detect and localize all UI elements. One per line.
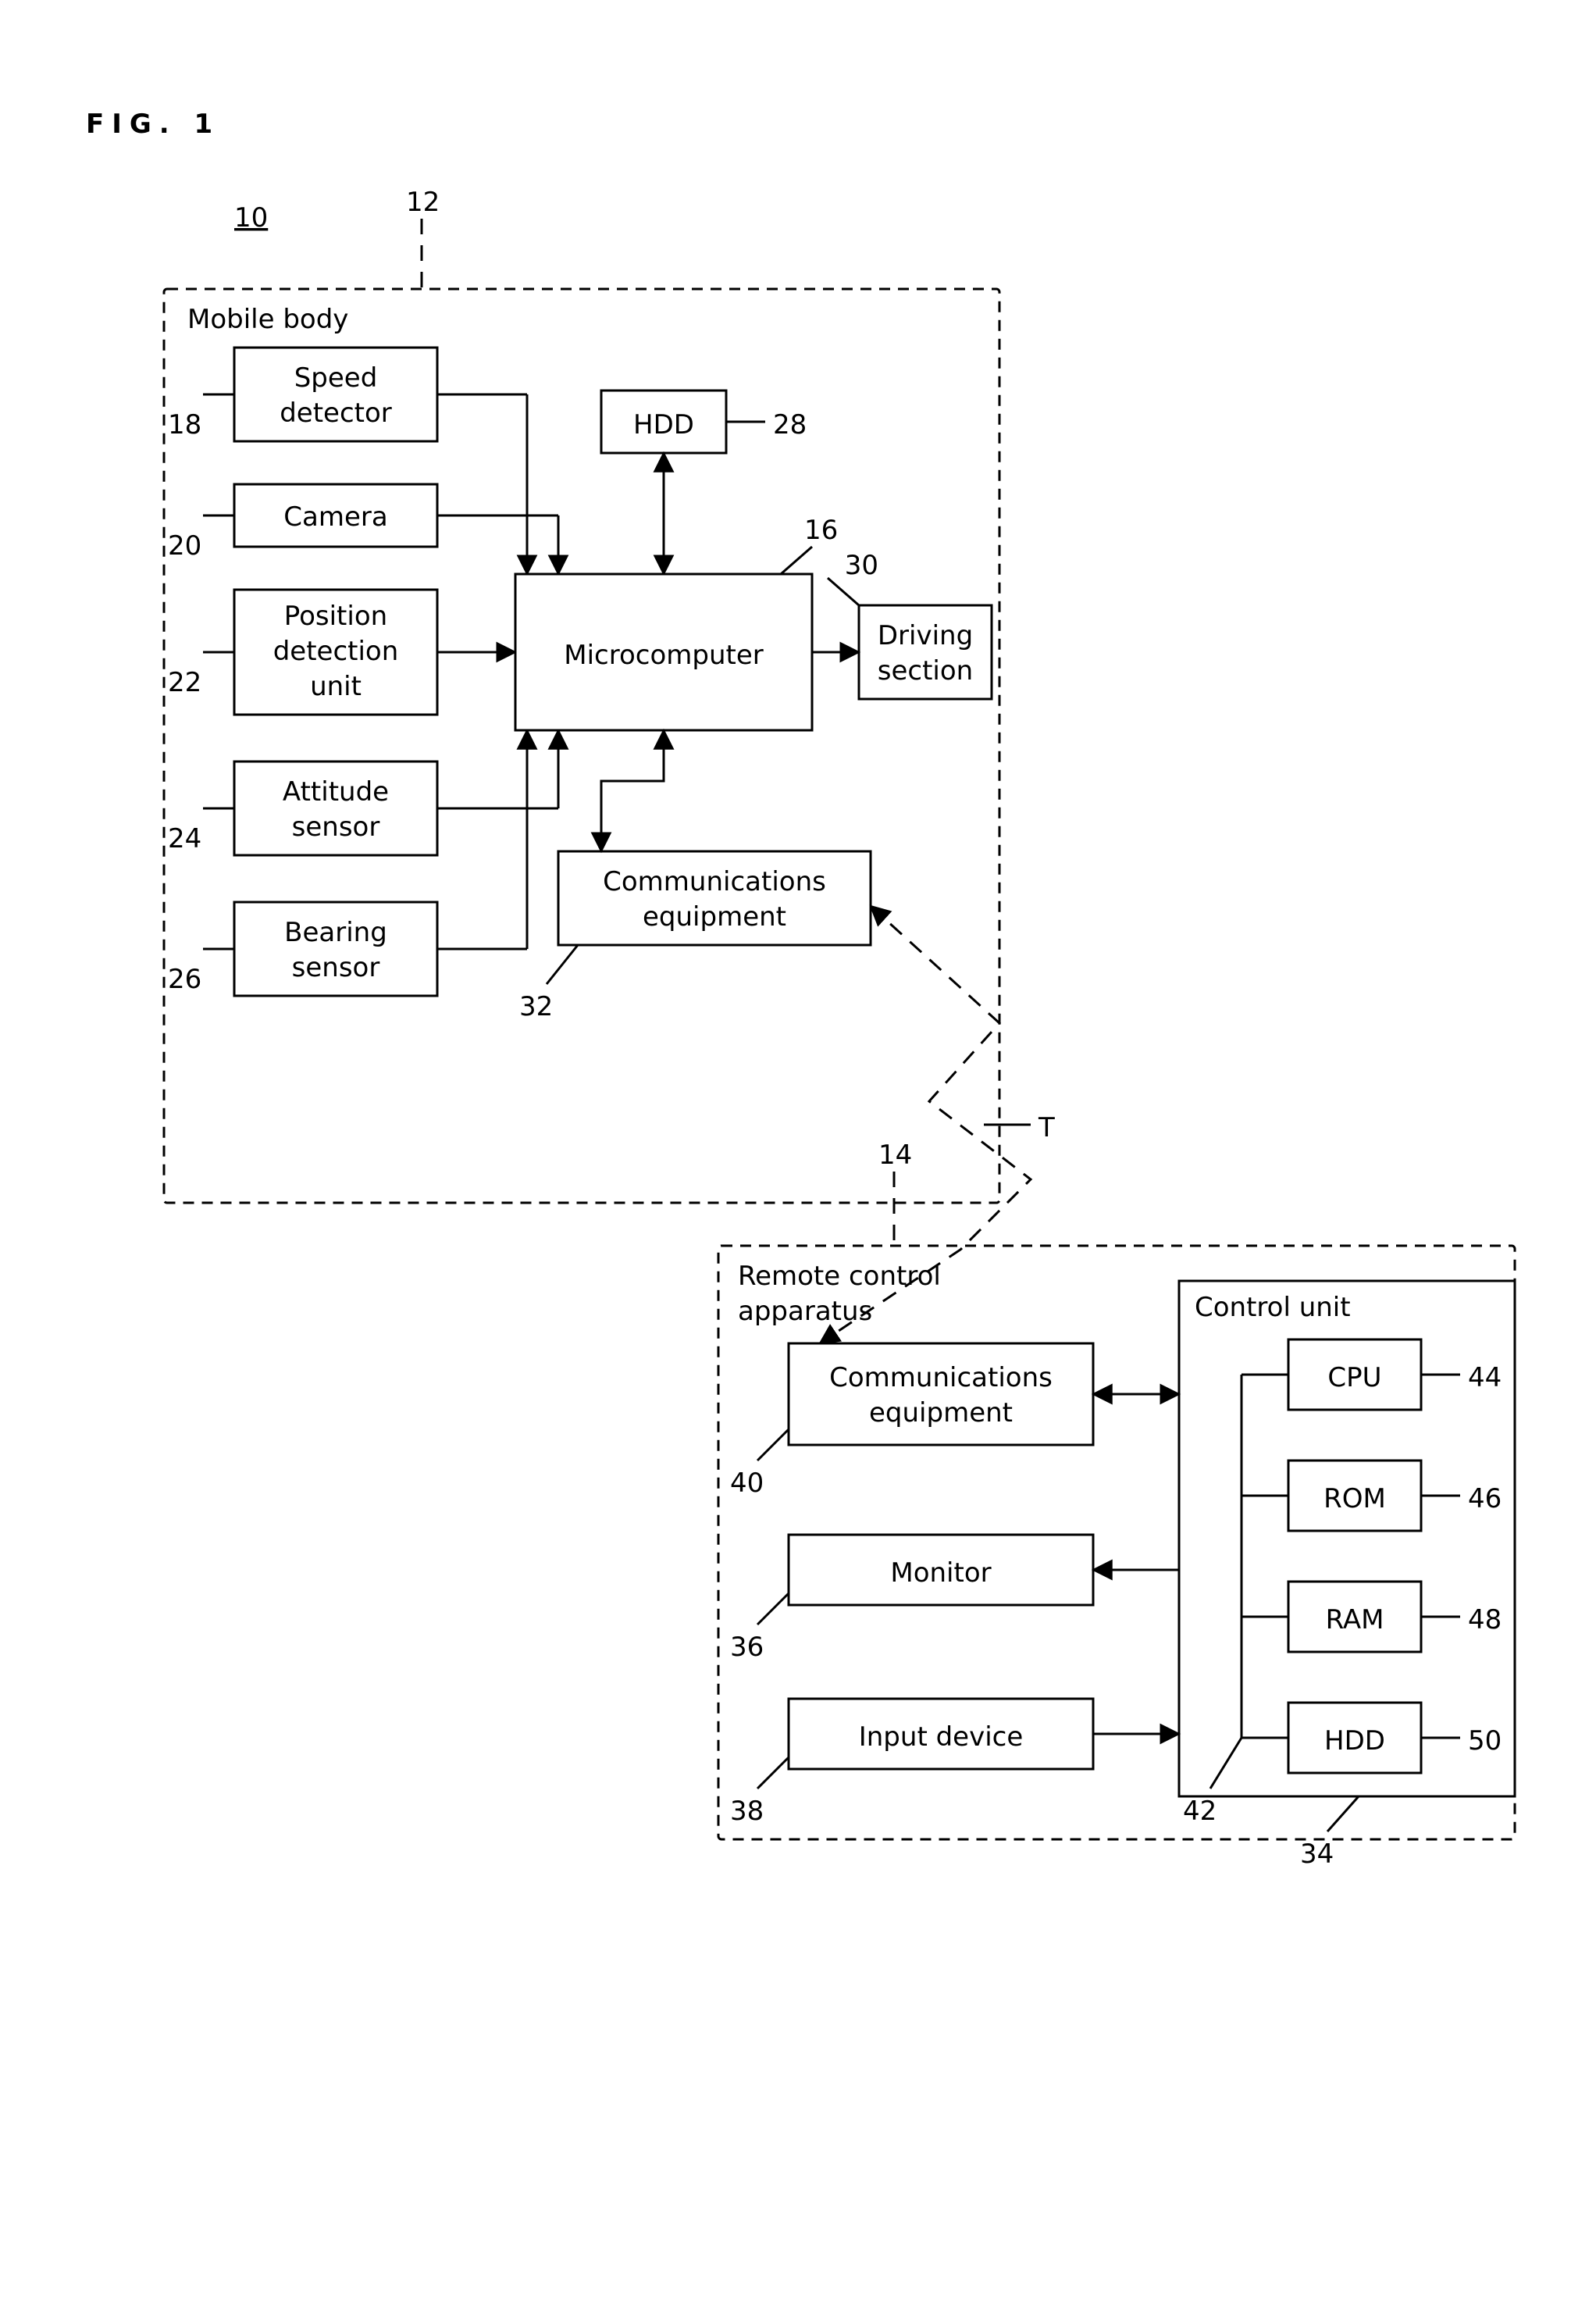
comm-remote-l2: equipment <box>869 1397 1013 1428</box>
camera-label: Camera <box>283 501 387 533</box>
ref-38: 38 <box>730 1796 764 1827</box>
leader-16 <box>781 547 812 574</box>
driving-l2: section <box>878 655 973 687</box>
ref-30: 30 <box>845 550 878 581</box>
attitude-l1: Attitude <box>283 776 389 808</box>
leader-36 <box>757 1593 789 1625</box>
ref-36: 36 <box>730 1632 764 1663</box>
ref-50: 50 <box>1468 1725 1502 1757</box>
remote-label2: apparatus <box>738 1296 872 1327</box>
wire-comm-mobile <box>601 730 664 851</box>
ref-12: 12 <box>406 187 440 218</box>
ref-24: 24 <box>168 823 201 854</box>
ref-16: 16 <box>804 515 838 546</box>
bearing-l1: Bearing <box>284 917 387 948</box>
leader-30 <box>828 578 859 605</box>
ref-22: 22 <box>168 667 201 698</box>
ref-26: 26 <box>168 964 201 995</box>
diagram-canvas: FIG. 1 10 Mobile body 12 Speed detector … <box>0 0 1596 2297</box>
speed-detector-l2: detector <box>280 398 392 429</box>
hdd-mobile-label: HDD <box>633 409 694 440</box>
ref-46: 46 <box>1468 1483 1502 1514</box>
comm-mobile-l2: equipment <box>643 901 786 933</box>
position-l1: Position <box>284 601 387 632</box>
system-ref: 10 <box>234 202 268 234</box>
mobile-body-label: Mobile body <box>187 304 348 335</box>
ram-label: RAM <box>1326 1604 1384 1635</box>
control-unit-label: Control unit <box>1195 1292 1351 1323</box>
ref-32: 32 <box>519 991 553 1022</box>
comm-remote-l1: Communications <box>829 1362 1053 1393</box>
ref-42: 42 <box>1183 1796 1217 1827</box>
speed-detector-l1: Speed <box>294 362 378 394</box>
input-label: Input device <box>859 1721 1024 1753</box>
cpu-label: CPU <box>1327 1362 1381 1393</box>
monitor-label: Monitor <box>890 1557 991 1589</box>
ref-T: T <box>1038 1112 1055 1143</box>
figure-title: FIG. 1 <box>86 109 220 140</box>
remote-label: Remote control <box>738 1261 941 1292</box>
ref-40: 40 <box>730 1468 764 1499</box>
hdd50-label: HDD <box>1324 1725 1385 1757</box>
leader-38 <box>757 1757 789 1789</box>
ref-48: 48 <box>1468 1604 1502 1635</box>
comm-remote-box <box>789 1343 1093 1445</box>
leader-34 <box>1327 1796 1359 1832</box>
leader-40 <box>757 1429 789 1461</box>
leader-32 <box>547 945 578 984</box>
ref-14: 14 <box>878 1140 912 1171</box>
microcomputer-label: Microcomputer <box>564 640 764 671</box>
ref-28: 28 <box>773 409 807 440</box>
position-l3: unit <box>310 671 362 702</box>
rom-label: ROM <box>1323 1483 1386 1514</box>
comm-mobile-l1: Communications <box>603 866 826 897</box>
ref-34: 34 <box>1300 1839 1334 1870</box>
ref-20: 20 <box>168 530 201 562</box>
position-l2: detection <box>273 636 399 667</box>
attitude-l2: sensor <box>292 811 380 843</box>
driving-l1: Driving <box>878 620 973 651</box>
ref-18: 18 <box>168 409 201 440</box>
bearing-l2: sensor <box>292 952 380 983</box>
ref-44: 44 <box>1468 1362 1502 1393</box>
